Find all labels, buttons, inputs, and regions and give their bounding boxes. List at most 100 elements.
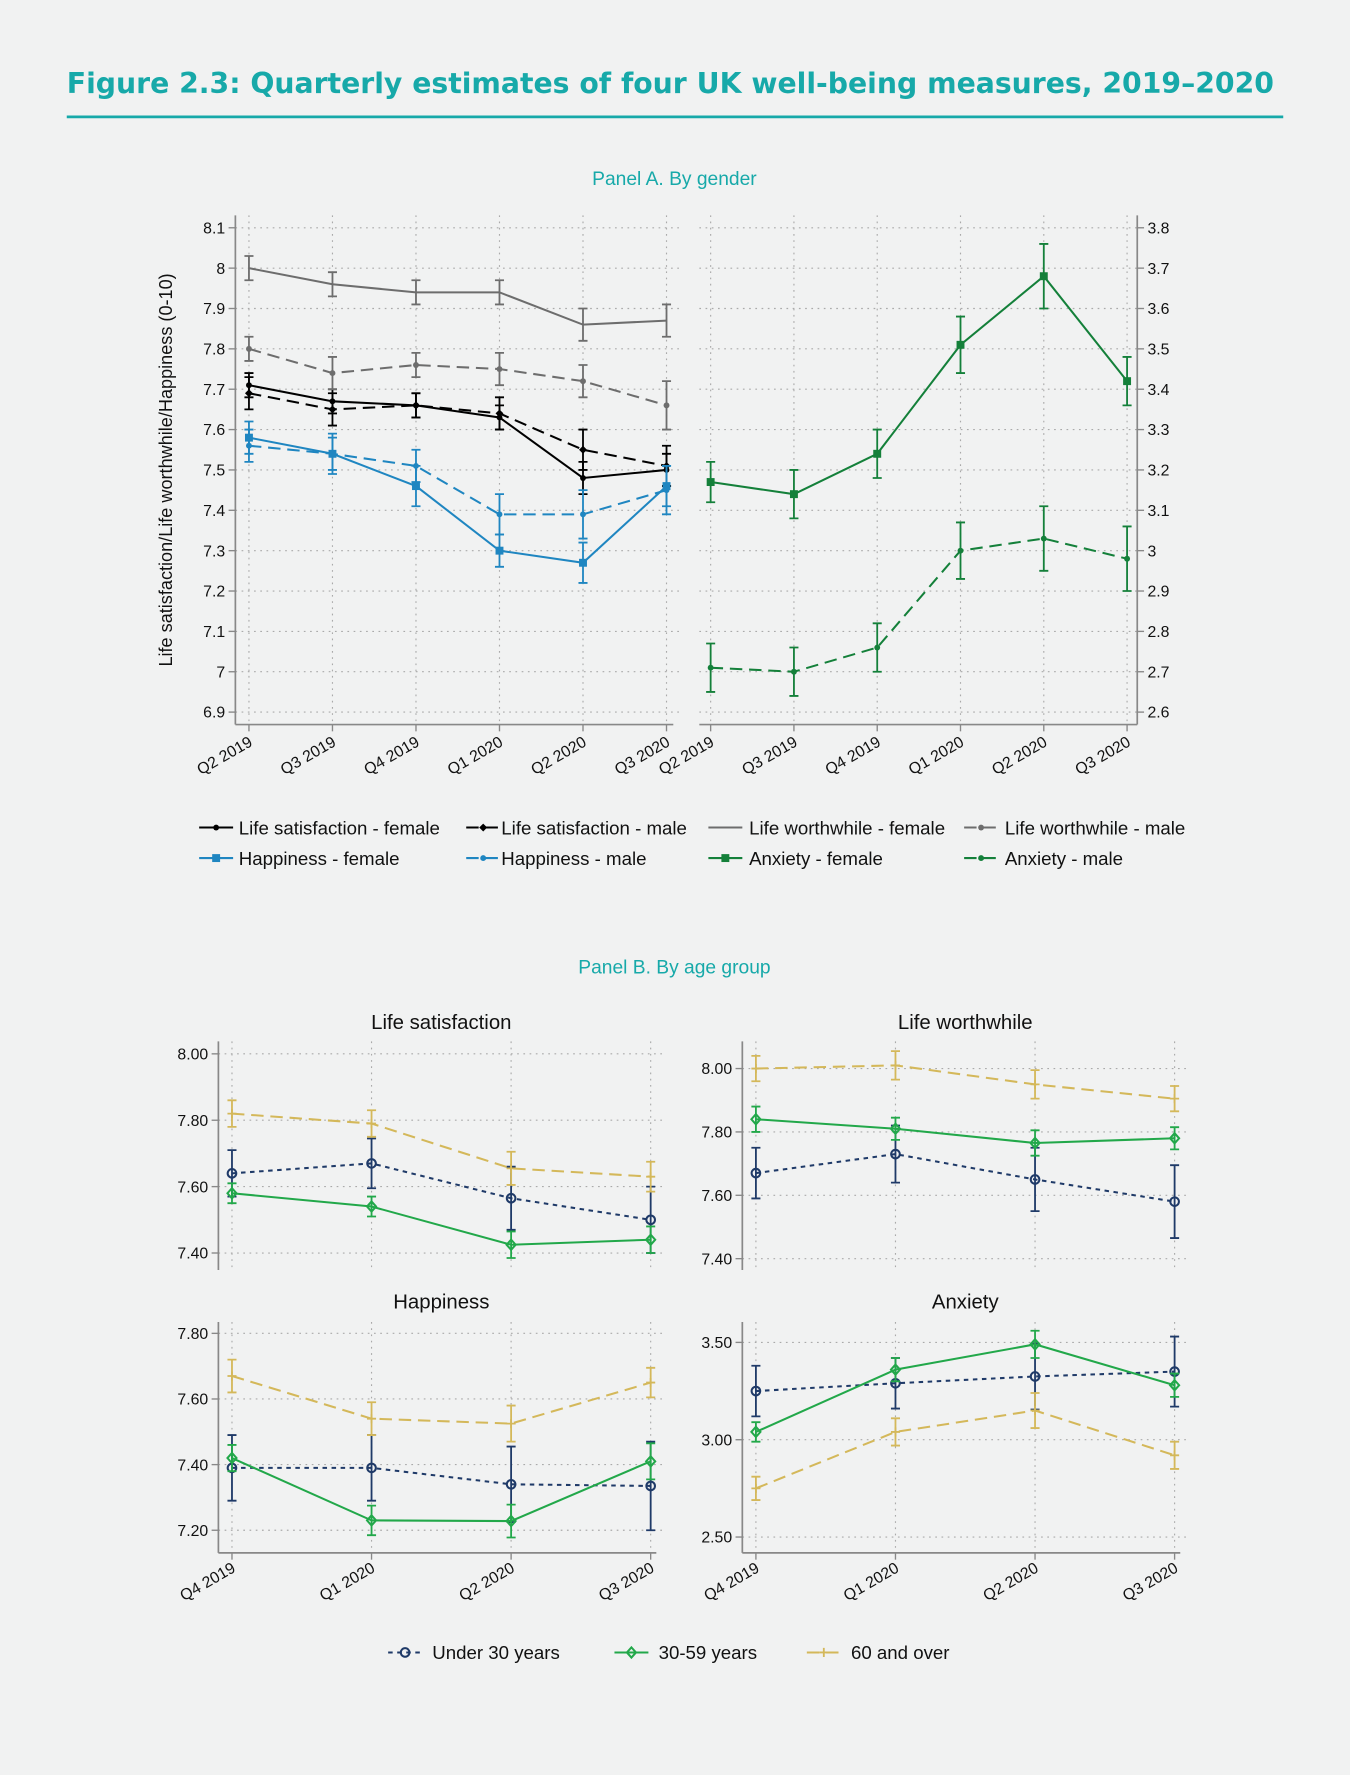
series-line bbox=[755, 1153, 1175, 1203]
point-marker bbox=[873, 449, 882, 458]
series bbox=[227, 1358, 656, 1443]
legend-label: Anxiety - female bbox=[749, 848, 883, 869]
series bbox=[226, 1442, 657, 1539]
x-tick-label: Q3 2019 bbox=[739, 734, 800, 779]
subplot-title: Happiness bbox=[393, 1291, 489, 1313]
point-marker bbox=[721, 854, 730, 863]
panel-a-label: Panel A. By gender bbox=[592, 169, 757, 190]
point-marker bbox=[496, 511, 503, 518]
error-bar bbox=[367, 1195, 377, 1218]
point-marker bbox=[1170, 1450, 1180, 1460]
y-tick-label: 7.7 bbox=[203, 382, 225, 399]
point-marker bbox=[226, 1186, 238, 1200]
y-tick-label: 3 bbox=[1147, 543, 1156, 560]
point-marker bbox=[505, 1192, 517, 1204]
x-tick-label: Q1 2020 bbox=[445, 734, 506, 779]
error-bar bbox=[494, 279, 505, 306]
series-line bbox=[231, 1457, 652, 1523]
series-line bbox=[710, 537, 1128, 673]
point-marker bbox=[1029, 1337, 1041, 1351]
error-bar bbox=[244, 255, 254, 282]
point-marker bbox=[751, 1483, 761, 1493]
legend-a-item: Life satisfaction - male bbox=[466, 817, 687, 838]
legend-label: 30-59 years bbox=[659, 1642, 758, 1663]
error-bar bbox=[578, 307, 588, 342]
legend-a-item: Life worthwhile - female bbox=[708, 817, 945, 838]
point-marker bbox=[580, 475, 586, 481]
point-marker bbox=[707, 664, 714, 671]
error-bar bbox=[367, 1504, 377, 1537]
point-marker bbox=[1040, 535, 1047, 542]
series bbox=[226, 1137, 656, 1254]
legend-b-item: 30-59 years bbox=[614, 1642, 757, 1663]
legend-a-item: Anxiety - female bbox=[708, 848, 883, 869]
point-marker bbox=[227, 1371, 237, 1381]
point-marker bbox=[505, 1514, 517, 1528]
chart-5: 2.50 3.00 3.50 Q4 2019 Q1 2020 Q2 2020 Q3 2020… bbox=[701, 1291, 1186, 1605]
point-marker bbox=[644, 1454, 657, 1468]
point-marker bbox=[789, 490, 798, 499]
point-marker bbox=[246, 442, 252, 449]
error-bar bbox=[227, 1182, 237, 1205]
series-line bbox=[755, 1118, 1175, 1145]
point-marker bbox=[329, 450, 336, 457]
y-tick-label: 2.7 bbox=[1147, 664, 1169, 681]
legend-b-item: 60 and over bbox=[806, 1642, 950, 1663]
series bbox=[750, 1329, 1181, 1443]
point-marker bbox=[889, 1122, 902, 1136]
x-tick-label: Q3 2020 bbox=[1120, 1560, 1181, 1605]
series-line bbox=[231, 1162, 651, 1221]
x-tick-label: Q3 2020 bbox=[596, 1560, 657, 1605]
legend-label: Life satisfaction - female bbox=[239, 817, 440, 838]
point-marker bbox=[819, 1647, 829, 1657]
point-marker bbox=[1029, 1136, 1041, 1150]
point-marker bbox=[646, 1172, 656, 1182]
y-tick-label: 3.50 bbox=[701, 1335, 732, 1352]
legend-label: Life satisfaction - male bbox=[501, 817, 687, 838]
point-marker bbox=[874, 644, 881, 651]
subplot-title: Anxiety bbox=[932, 1291, 1000, 1313]
point-marker bbox=[978, 855, 985, 862]
legend-label: 60 and over bbox=[851, 1642, 950, 1663]
point-marker bbox=[890, 1148, 901, 1160]
point-marker bbox=[1168, 1378, 1181, 1392]
series bbox=[244, 335, 672, 431]
legend-a-item: Happiness - male bbox=[466, 848, 646, 869]
point-marker bbox=[890, 1060, 900, 1070]
legend-label: Under 30 years bbox=[432, 1642, 560, 1663]
error-bar bbox=[890, 1116, 900, 1141]
point-marker bbox=[663, 402, 670, 409]
point-marker bbox=[505, 1478, 517, 1490]
legend-label: Happiness - female bbox=[239, 848, 400, 869]
point-marker bbox=[957, 547, 964, 554]
y-tick-label: 2.50 bbox=[701, 1530, 732, 1547]
y-tick-label: 7.80 bbox=[177, 1113, 208, 1130]
y-tick-label: 7.1 bbox=[203, 624, 225, 641]
y-tick-label: 3.1 bbox=[1147, 503, 1169, 520]
legend-a-item: Happiness - female bbox=[199, 848, 400, 869]
point-marker bbox=[506, 1163, 516, 1173]
error-bar bbox=[646, 1225, 656, 1254]
point-marker bbox=[978, 824, 985, 831]
series-line bbox=[755, 1343, 1175, 1433]
point-marker bbox=[751, 1064, 761, 1074]
point-marker bbox=[790, 668, 797, 675]
error-bar bbox=[1170, 1126, 1180, 1151]
point-marker bbox=[889, 1363, 902, 1377]
point-marker bbox=[227, 1109, 237, 1119]
series-line bbox=[248, 444, 667, 516]
y-tick-label: 7.4 bbox=[203, 503, 225, 520]
point-marker bbox=[413, 362, 419, 368]
series bbox=[706, 505, 1132, 697]
x-tick-label: Q2 2020 bbox=[528, 734, 589, 779]
x-tick-label: Q3 2019 bbox=[278, 734, 339, 779]
point-marker bbox=[1170, 1094, 1180, 1104]
point-marker bbox=[1029, 1371, 1041, 1382]
point-marker bbox=[413, 462, 419, 469]
point-marker bbox=[890, 1427, 900, 1437]
point-marker bbox=[1169, 1196, 1180, 1207]
x-tick-label: Q4 2019 bbox=[823, 734, 884, 779]
point-marker bbox=[579, 445, 587, 454]
chart-3: 7.40 7.60 7.80 8.00 Life worthwhile bbox=[701, 1012, 1186, 1270]
